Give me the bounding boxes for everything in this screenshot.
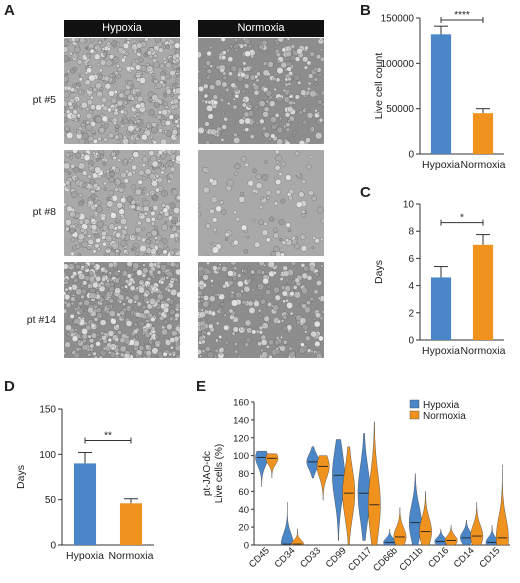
panel-letter-e: E xyxy=(196,378,207,395)
x-tick-label: CD34 xyxy=(273,545,298,570)
bar-normoxia xyxy=(472,113,494,154)
chart-d: 0 50 100 150 Days Hypoxia Normoxia ** xyxy=(15,405,154,562)
x-tick-label: CD117 xyxy=(346,545,374,573)
y-tick-label: 50000 xyxy=(386,104,414,115)
bar-hypoxia xyxy=(430,277,452,340)
legend-label-hypoxia: Hypoxia xyxy=(423,400,460,411)
y-tick-label: 140 xyxy=(233,415,249,426)
y-axis-label: Days xyxy=(373,260,385,284)
x-tick-label: CD66b xyxy=(371,545,400,574)
legend-swatch-normoxia xyxy=(409,410,420,420)
violin-normoxia-cd66b xyxy=(393,507,407,546)
y-tick-label: 0 xyxy=(50,541,56,552)
x-tick-label: CD33 xyxy=(298,545,323,570)
micrograph-pt8-normoxia xyxy=(198,150,324,256)
y-tick-label: 100 xyxy=(233,451,249,462)
x-tick-label: Normoxia xyxy=(461,159,506,171)
y-tick-label: 100000 xyxy=(381,59,415,70)
y-axis-label: Live cell count xyxy=(373,53,385,120)
violin-normoxia-cd15 xyxy=(496,464,509,546)
micrograph-pt5-normoxia xyxy=(198,38,324,144)
x-tick-label: Normoxia xyxy=(461,345,506,357)
legend-swatch-hypoxia xyxy=(409,399,420,409)
micrograph-pt14-normoxia xyxy=(198,262,324,358)
significance-label: **** xyxy=(454,10,470,21)
chart-b: 0 50000 100000 150000 Live cell count Hypoxia… xyxy=(373,10,506,171)
x-tick-label: CD99 xyxy=(324,545,349,570)
y-tick-label: 40 xyxy=(238,505,249,516)
y-tick-label: 150000 xyxy=(381,14,415,25)
violin-normoxia-cd14 xyxy=(470,501,484,546)
significance-label: * xyxy=(460,213,464,224)
y-tick-label: 4 xyxy=(408,281,414,292)
row-label-pt8: pt #8 xyxy=(32,206,56,218)
bar-hypoxia xyxy=(430,34,452,154)
y-tick-label: 8 xyxy=(408,227,414,238)
y-tick-label: 10 xyxy=(403,200,415,211)
y-tick-label: 2 xyxy=(408,308,414,319)
violin-normoxia-cd45 xyxy=(265,453,279,479)
x-tick-label: Hypoxia xyxy=(422,345,460,357)
y-tick-label: 20 xyxy=(238,523,249,534)
y-axis-label: Days xyxy=(15,465,27,489)
micrograph-pt14-hypoxia xyxy=(64,262,180,358)
y-axis-label-line: Live cells (%) xyxy=(214,444,225,503)
violin-normoxia-cd16 xyxy=(444,525,458,546)
x-tick-label: Hypoxia xyxy=(422,159,460,171)
chart-e: 0 20 40 60 80 100 120 140 160 pt-JAO-dc Live cells… xyxy=(202,398,510,574)
y-tick-label: 50 xyxy=(45,495,57,506)
violin-normoxia-cd117 xyxy=(367,421,381,546)
bar-normoxia xyxy=(472,244,494,340)
chart-c: 0 2 4 6 8 10 Days Hypoxia Normoxia * xyxy=(373,200,506,358)
violin-hypoxia-cd117 xyxy=(357,433,371,541)
y-tick-label: 120 xyxy=(233,433,249,444)
significance-label: ** xyxy=(104,431,112,442)
y-tick-label: 80 xyxy=(238,469,249,480)
bar-hypoxia xyxy=(73,463,97,545)
bar-normoxia xyxy=(119,503,143,545)
x-tick-label: Hypoxia xyxy=(66,550,104,562)
x-tick-label: CD15 xyxy=(477,545,502,570)
x-tick-label: Normoxia xyxy=(109,550,154,562)
y-tick-label: 0 xyxy=(408,336,414,347)
x-tick-label: CD45 xyxy=(247,545,272,570)
y-axis-label-line: pt-JAO-dc xyxy=(202,451,213,496)
violin-hypoxia-cd99 xyxy=(332,439,345,541)
violin-hypoxia-cd34 xyxy=(280,502,294,546)
x-tick-label: CD14 xyxy=(452,545,477,570)
column-header-hypoxia: Hypoxia xyxy=(64,20,180,37)
x-tick-label: CD16 xyxy=(426,545,451,570)
panel-letter-a: A xyxy=(4,2,15,19)
violin-hypoxia-cd45 xyxy=(255,451,269,487)
y-axis-label: pt-JAO-dc Live cells (%) xyxy=(202,444,225,503)
y-tick-label: 0 xyxy=(408,150,414,161)
micrograph-pt8-hypoxia xyxy=(64,150,180,256)
panel-letter-b: B xyxy=(360,2,371,19)
violin-normoxia-cd33 xyxy=(316,455,330,501)
y-tick-label: 150 xyxy=(39,405,56,416)
x-tick-label: CD11b xyxy=(397,545,425,573)
y-tick-label: 160 xyxy=(233,398,249,409)
micrograph-pt5-hypoxia xyxy=(64,38,180,144)
y-tick-label: 60 xyxy=(238,487,249,498)
y-tick-label: 6 xyxy=(408,254,414,265)
y-tick-label: 100 xyxy=(39,450,56,461)
column-header-normoxia: Normoxia xyxy=(198,20,324,37)
row-label-pt14: pt #14 xyxy=(26,314,56,326)
panel-letter-c: C xyxy=(360,184,371,201)
violin-hypoxia-cd16 xyxy=(434,528,448,546)
panel-letter-d: D xyxy=(4,378,15,395)
violin-normoxia-cd99 xyxy=(342,446,356,546)
row-label-pt5: pt #5 xyxy=(32,94,56,106)
y-tick-label: 0 xyxy=(244,541,249,552)
violin-normoxia-cd34 xyxy=(291,528,304,546)
legend-label-normoxia: Normoxia xyxy=(423,411,466,422)
